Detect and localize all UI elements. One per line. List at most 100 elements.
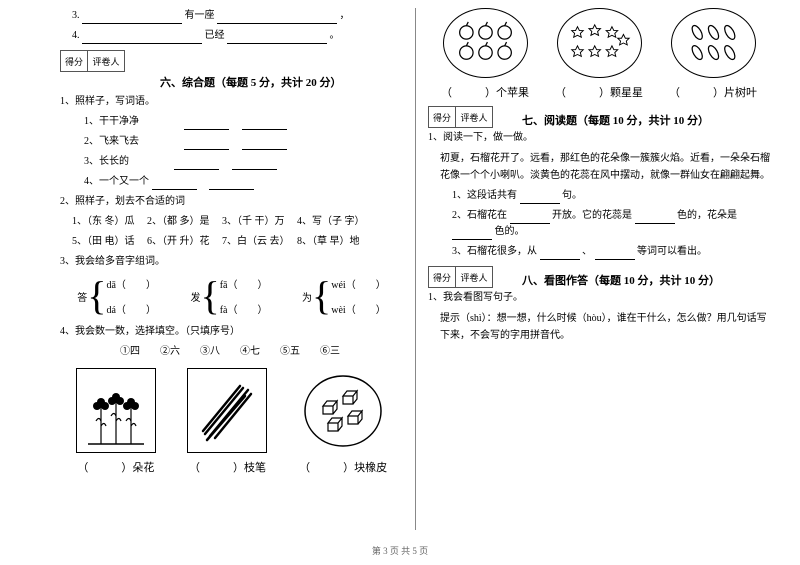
label: 1、干干净净 <box>84 116 139 127</box>
caption: （ ）块橡皮 <box>299 459 387 475</box>
brace-icon: { <box>312 278 331 314</box>
num-4: 4. <box>72 30 80 41</box>
blank <box>82 34 202 44</box>
flowers-icon <box>76 368 156 453</box>
caption: （ ）颗星星 <box>555 84 643 100</box>
img-stars: （ ）颗星星 <box>555 8 643 100</box>
q7-sub3: 3、石榴花很多，从 、 等词可以看出。 <box>428 244 770 260</box>
blank-line <box>242 120 287 130</box>
item: 5、（田 电）话 <box>72 236 135 247</box>
blank-line <box>635 214 675 224</box>
label: 句。 <box>562 190 582 201</box>
blank-line <box>174 160 219 170</box>
item: 2、（都 多）是 <box>147 216 210 227</box>
pencils-icon <box>187 368 267 453</box>
blank-line <box>520 194 560 204</box>
label: 2、石榴花在 <box>452 210 507 221</box>
leaves-icon <box>671 8 756 78</box>
q6-2-row1: 1、（东 冬）瓜 2、（都 多）是 3、（千 干）万 4、写（子 字） <box>60 214 403 230</box>
stars-icon <box>557 8 642 78</box>
item: 8、（草 早）地 <box>297 236 360 247</box>
img-pencils: （ ）枝笔 <box>187 368 267 475</box>
q8-1: 1、我会看图写句子。 <box>428 290 770 306</box>
brace-icon: { <box>87 278 106 314</box>
img-flowers: （ ）朵花 <box>76 368 156 475</box>
caption: （ ）枝笔 <box>189 459 266 475</box>
blank-line <box>242 140 287 150</box>
pinyin: fā（ <box>220 280 238 291</box>
page-container: 3. 有一座 ， 4. 已经 。 得分 评卷人 六、综合题（每题 5 分，共计 … <box>0 0 800 530</box>
label: 3、长长的 <box>84 156 129 167</box>
section-6-title: 六、综合题（每题 5 分，共计 20 分） <box>160 74 403 90</box>
label: 、 <box>582 246 592 257</box>
score-box-8: 得分 评卷人 八、看图作答（每题 10 分，共计 10 分） <box>428 266 770 288</box>
caption: （ ）片树叶 <box>669 84 757 100</box>
label: 开放。它的花蕊是 <box>552 210 632 221</box>
char: 为 <box>302 289 312 304</box>
q7-sub2: 2、石榴花在 开放。它的花蕊是 色的，花朵是 色的。 <box>428 208 770 240</box>
blank <box>217 14 337 24</box>
img-erasers: （ ）块橡皮 <box>299 368 387 475</box>
label: 等词可以看出。 <box>637 246 707 257</box>
item: 6、（开 升）花 <box>147 236 210 247</box>
brace-content: fā（ ） fà（ ） <box>220 276 268 316</box>
char: 答 <box>77 289 87 304</box>
blank <box>82 14 182 24</box>
text-3-end: ， <box>340 10 350 21</box>
score-label: 得分 <box>428 266 456 288</box>
label: 色的。 <box>495 226 525 237</box>
q7-passage: 初夏，石榴花开了。远看，那红色的花朵像一簇簇火焰。近看，一朵朵石榴花像一个个小喇… <box>428 150 770 184</box>
reviewer-label: 评卷人 <box>87 50 125 72</box>
section-8-title: 八、看图作答（每题 10 分，共计 10 分） <box>522 272 720 288</box>
label: 1、这段话共有 <box>452 190 517 201</box>
bracket-3: 为 { wéi（ ） wèi（ ） <box>302 276 386 316</box>
q6-1: 1、照样子，写词语。 <box>60 94 403 110</box>
apples-icon <box>443 8 528 78</box>
label: 4、一个又一个 <box>84 176 149 187</box>
label: 2、飞来飞去 <box>84 136 139 147</box>
paren: ） <box>257 280 267 291</box>
paren: ） <box>376 280 386 291</box>
char: 发 <box>191 289 201 304</box>
score-box-7: 得分 评卷人 七、阅读题（每题 10 分，共计 10 分） <box>428 106 770 128</box>
fill-line-3: 3. 有一座 ， <box>60 8 403 24</box>
text-3-mid: 有一座 <box>185 10 215 21</box>
blank-line <box>510 214 550 224</box>
q6-1-3: 3、长长的 <box>60 154 403 170</box>
brace-content: dā（ ） dá（ ） <box>106 276 155 316</box>
blank-line <box>184 120 229 130</box>
score-box-6: 得分 评卷人 <box>60 50 403 72</box>
pinyin: dá（ <box>106 305 125 316</box>
pinyin: wèi（ <box>331 305 355 316</box>
item: 1、（东 冬）瓜 <box>72 216 135 227</box>
bracket-1: 答 { dā（ ） dá（ ） <box>77 276 156 316</box>
brace-icon: { <box>201 278 220 314</box>
score-label: 得分 <box>428 106 456 128</box>
image-row-left: （ ）朵花 （ ）枝笔 <box>60 368 403 475</box>
q6-4-choices: ①四 ②六 ③八 ④七 ⑤五 ⑥三 <box>60 344 403 360</box>
blank-line <box>595 250 635 260</box>
paren: ） <box>376 305 386 316</box>
q8-hint: 提示（shì）：想一想，什么时候（hòu），谁在干什么，怎么做？用几句话写下来，… <box>428 310 770 344</box>
caption: （ ）朵花 <box>77 459 154 475</box>
left-column: 3. 有一座 ， 4. 已经 。 得分 评卷人 六、综合题（每题 5 分，共计 … <box>60 8 415 530</box>
q6-1-1: 1、干干净净 <box>60 114 403 130</box>
erasers-icon <box>303 368 383 453</box>
blank-line <box>152 180 197 190</box>
caption: （ ）个苹果 <box>441 84 529 100</box>
num-3: 3. <box>72 10 80 21</box>
reviewer-label: 评卷人 <box>455 266 493 288</box>
img-leaves: （ ）片树叶 <box>669 8 757 100</box>
q6-1-4: 4、一个又一个 <box>60 174 403 190</box>
blank-line <box>232 160 277 170</box>
label: 色的，花朵是 <box>677 210 737 221</box>
blank-line <box>184 140 229 150</box>
pinyin: dā（ <box>106 280 125 291</box>
text-4-end: 。 <box>330 30 340 41</box>
section-7-title: 七、阅读题（每题 10 分，共计 10 分） <box>522 112 709 128</box>
q6-4: 4、我会数一数，选择填空。（只填序号） <box>60 324 403 340</box>
brace-content: wéi（ ） wèi（ ） <box>331 276 385 316</box>
paren: ） <box>257 305 267 316</box>
q6-2: 2、照样子，划去不合适的词 <box>60 194 403 210</box>
item: 7、白（云 去） <box>222 236 285 247</box>
